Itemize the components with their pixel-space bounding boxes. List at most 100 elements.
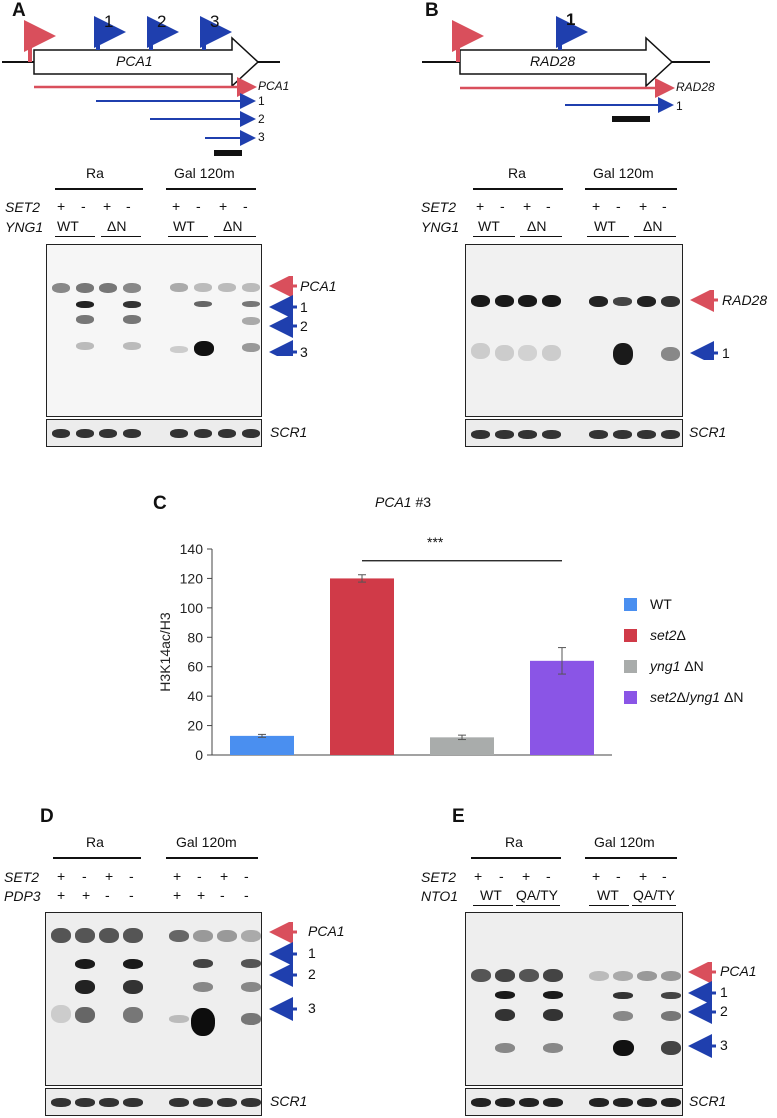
loading-label: SCR1 — [270, 1093, 308, 1109]
genotype: QA/TY — [516, 887, 559, 903]
row-label-set2: SET2 — [421, 199, 457, 215]
y-tick-label: 140 — [180, 541, 204, 557]
group-gal: Gal 120m — [176, 834, 237, 850]
scr1-blot-a — [46, 419, 262, 447]
gene-name-pca1: PCA1 — [116, 53, 153, 69]
genotype: ΔN — [107, 218, 127, 234]
tss-number-2: 2 — [157, 12, 167, 31]
bar — [430, 737, 494, 755]
sign: - — [546, 198, 551, 214]
panel-letter-b: B — [425, 0, 439, 21]
y-tick-label: 120 — [180, 570, 204, 586]
row-label-yng1: YNG1 — [5, 219, 44, 235]
sign: + — [522, 868, 531, 884]
sign: + — [476, 198, 485, 214]
sign: + — [639, 868, 648, 884]
loading-label: SCR1 — [270, 424, 308, 440]
tss-number-1: 1 — [566, 10, 576, 29]
genotype: ΔN — [527, 218, 547, 234]
band-label: 1 — [300, 299, 308, 315]
group-ra: Ra — [505, 834, 523, 850]
transcript-label-2: 2 — [258, 112, 265, 126]
legend-label-2: yng1 ΔN — [650, 658, 704, 674]
row-label-yng1: YNG1 — [421, 219, 460, 235]
significance-stars: *** — [427, 534, 444, 550]
band-label: PCA1 — [720, 963, 757, 979]
sign: + — [57, 198, 66, 214]
sign: + — [57, 868, 66, 884]
sign: + — [173, 887, 182, 903]
genotype: ΔN — [643, 218, 663, 234]
panel-letter-c: C — [153, 493, 167, 514]
bar — [530, 660, 594, 755]
scr1-blot-e — [465, 1088, 683, 1116]
transcript-label: 1 — [676, 99, 683, 113]
pca1-gene-diagram — [2, 16, 280, 156]
h3k14ac-bar-chart: 0 20 40 60 80 100 120 140 H3K14ac/H3 — [157, 541, 612, 760]
bar — [230, 735, 294, 755]
band-label: 1 — [722, 345, 730, 361]
sign: - — [616, 868, 621, 884]
sign: - — [244, 868, 249, 884]
sign: + — [639, 198, 648, 214]
band-label: 2 — [308, 966, 316, 982]
legend-swatch-3 — [624, 691, 637, 704]
legend-swatch-2 — [624, 660, 637, 673]
band-label: 3 — [308, 1000, 316, 1016]
panel-letter-d: D — [40, 806, 54, 827]
rad28-gene-diagram — [422, 16, 710, 122]
sign: - — [499, 868, 504, 884]
transcript-label-3: 3 — [258, 130, 265, 144]
band-arrows-e — [688, 962, 716, 1058]
legend-swatch-0 — [624, 598, 637, 611]
row-label-nto1: NTO1 — [421, 888, 459, 904]
band-label: PCA1 — [308, 923, 345, 939]
y-tick-label: 0 — [195, 747, 203, 760]
band-arrows-b — [690, 290, 718, 360]
row-label-pdp3: PDP3 — [4, 888, 41, 904]
band-label: PCA1 — [300, 278, 337, 294]
band-label: RAD28 — [722, 292, 768, 308]
legend-label-0: WT — [650, 596, 672, 612]
bar — [330, 578, 394, 755]
genotype: WT — [173, 218, 195, 234]
northern-blot-d — [45, 912, 262, 1086]
panel-letter-a: A — [12, 0, 26, 21]
y-axis-label: H3K14ac/H3 — [157, 612, 173, 692]
probe-bar — [214, 150, 242, 156]
sign: - — [126, 198, 131, 214]
sign: - — [500, 198, 505, 214]
sign: + — [105, 868, 114, 884]
band-label: 3 — [720, 1037, 728, 1053]
chart-title-gene: PCA1 — [375, 494, 412, 510]
band-label: 1 — [308, 945, 316, 961]
y-tick-label: 60 — [187, 659, 203, 675]
band-arrows-a — [269, 276, 297, 356]
group-gal: Gal 120m — [593, 165, 654, 181]
sign: - — [662, 198, 667, 214]
loading-label: SCR1 — [689, 1093, 727, 1109]
group-ra: Ra — [86, 834, 104, 850]
legend-swatch-1 — [624, 629, 637, 642]
sign: - — [244, 887, 249, 903]
chart-title: PCA1 #3 — [375, 494, 431, 510]
sign: - — [105, 887, 110, 903]
sign: + — [220, 868, 229, 884]
sign: - — [196, 198, 201, 214]
sign: - — [243, 198, 248, 214]
legend-label-1: set2Δ — [650, 627, 686, 643]
genotype: WT — [57, 218, 79, 234]
transcript-label: RAD28 — [676, 80, 715, 94]
loading-label: SCR1 — [689, 424, 727, 440]
group-gal: Gal 120m — [174, 165, 235, 181]
transcript-label-pca1: PCA1 — [258, 79, 290, 93]
sign: - — [662, 868, 667, 884]
sign: + — [197, 887, 206, 903]
genotype: ΔN — [223, 218, 243, 234]
sign: - — [129, 887, 134, 903]
genotype: WT — [597, 887, 619, 903]
sign: + — [172, 198, 181, 214]
sign: - — [129, 868, 134, 884]
genotype: WT — [480, 887, 502, 903]
chart-title-suffix: #3 — [415, 494, 432, 510]
